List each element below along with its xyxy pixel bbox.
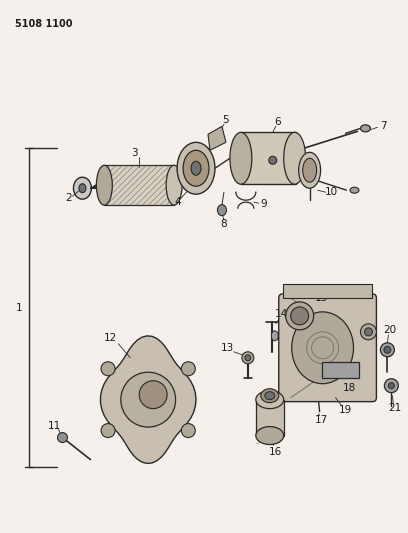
Ellipse shape [350, 187, 359, 193]
Ellipse shape [58, 433, 67, 442]
Text: 7: 7 [380, 122, 387, 131]
FancyBboxPatch shape [279, 294, 377, 402]
Text: 5: 5 [223, 115, 229, 125]
Ellipse shape [96, 165, 112, 205]
Ellipse shape [299, 152, 321, 188]
Text: 19: 19 [339, 405, 352, 415]
Ellipse shape [121, 372, 175, 427]
Ellipse shape [364, 328, 373, 336]
Text: 5108 1100: 5108 1100 [15, 19, 72, 29]
Text: 12: 12 [104, 333, 117, 343]
Text: 1: 1 [16, 303, 22, 313]
Ellipse shape [101, 362, 115, 376]
Ellipse shape [101, 424, 115, 438]
Ellipse shape [242, 352, 254, 364]
Bar [283, 284, 373, 298]
Text: 11: 11 [48, 421, 61, 431]
Ellipse shape [181, 424, 195, 438]
Ellipse shape [360, 324, 377, 340]
Ellipse shape [183, 150, 209, 186]
Text: 9: 9 [260, 199, 267, 209]
Ellipse shape [388, 383, 395, 389]
Text: 20: 20 [383, 325, 396, 335]
Ellipse shape [380, 343, 395, 357]
Ellipse shape [139, 381, 167, 409]
Text: 16: 16 [269, 447, 282, 457]
Ellipse shape [303, 158, 317, 182]
Text: 6: 6 [275, 117, 281, 127]
Ellipse shape [256, 426, 284, 445]
Ellipse shape [265, 392, 275, 400]
Bar [241, 132, 296, 184]
Text: 8: 8 [221, 219, 227, 229]
Text: 3: 3 [131, 148, 137, 158]
Text: 13: 13 [221, 343, 235, 353]
Ellipse shape [230, 132, 252, 184]
Text: 15: 15 [315, 293, 328, 303]
Ellipse shape [284, 132, 306, 184]
Text: 21: 21 [389, 402, 402, 413]
Text: 10: 10 [325, 187, 338, 197]
Ellipse shape [291, 307, 308, 325]
Ellipse shape [384, 379, 398, 393]
Ellipse shape [79, 184, 86, 193]
Bar [322, 362, 359, 378]
Polygon shape [100, 336, 196, 463]
Ellipse shape [245, 355, 251, 361]
Text: 4: 4 [175, 197, 182, 207]
Ellipse shape [360, 125, 370, 132]
Ellipse shape [217, 205, 226, 216]
Ellipse shape [166, 165, 182, 205]
Polygon shape [208, 126, 226, 150]
Ellipse shape [292, 312, 353, 384]
Ellipse shape [271, 331, 278, 341]
Text: 14: 14 [275, 309, 288, 319]
Text: 18: 18 [343, 383, 356, 393]
Ellipse shape [261, 389, 279, 402]
Ellipse shape [191, 161, 201, 175]
Ellipse shape [73, 177, 91, 199]
Text: 17: 17 [315, 415, 328, 425]
Ellipse shape [384, 346, 391, 353]
Bar [256, 400, 284, 435]
Ellipse shape [256, 391, 284, 409]
Text: 2: 2 [65, 193, 72, 203]
Ellipse shape [286, 302, 314, 330]
Bar [104, 165, 174, 205]
Ellipse shape [177, 142, 215, 194]
Ellipse shape [181, 362, 195, 376]
Ellipse shape [269, 156, 277, 164]
